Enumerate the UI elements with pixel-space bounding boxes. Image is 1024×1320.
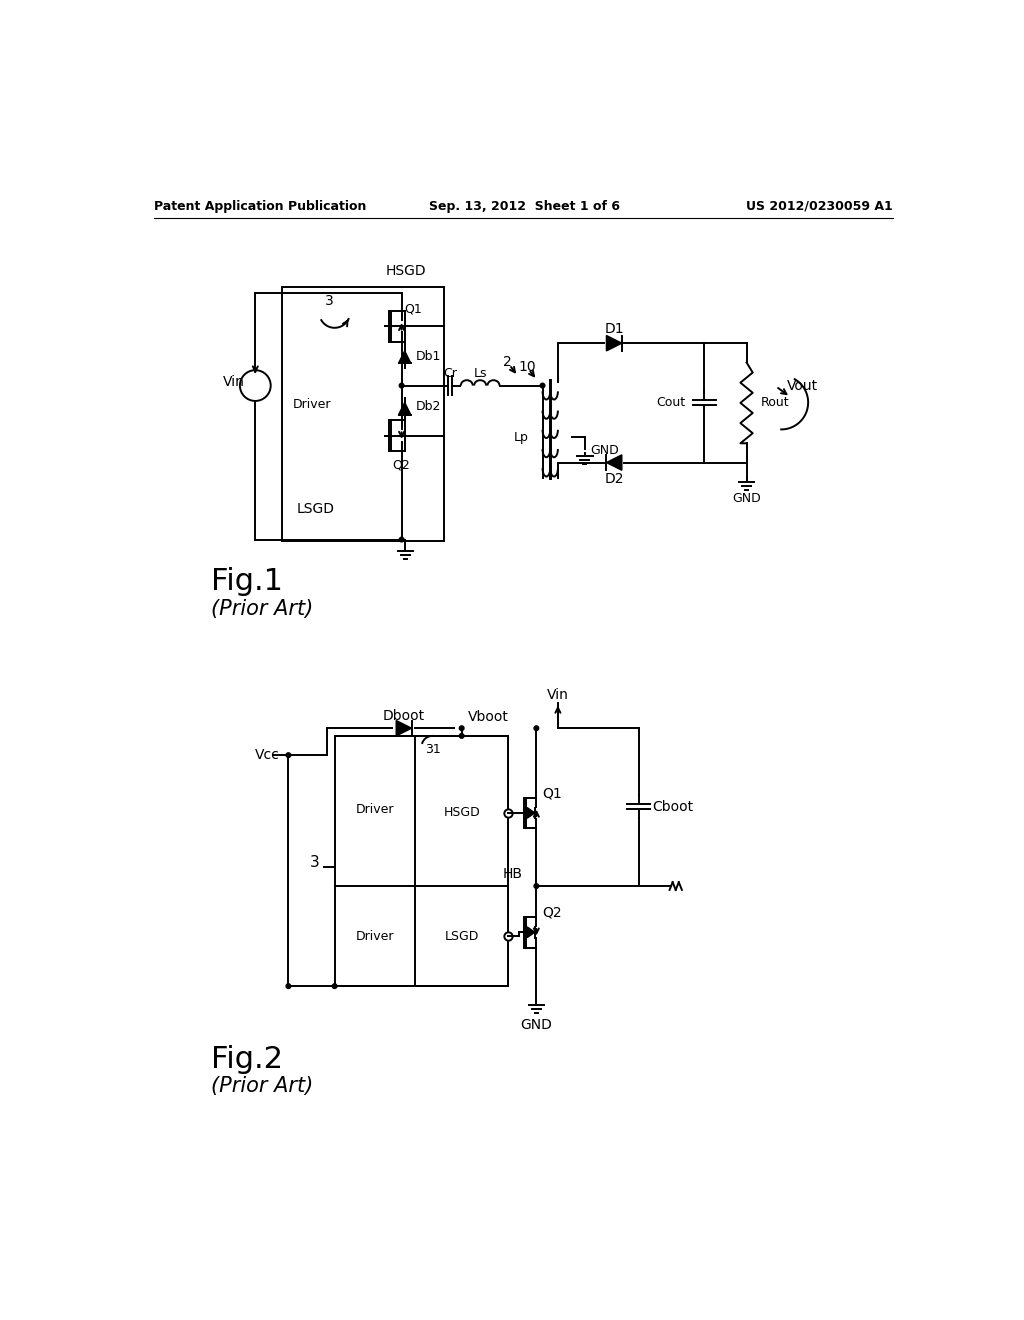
Text: Q2: Q2	[543, 906, 562, 920]
Text: Cr: Cr	[443, 367, 457, 380]
Text: Q2: Q2	[392, 458, 410, 471]
Text: 3: 3	[309, 855, 319, 870]
Bar	[283, 286, 444, 541]
Circle shape	[399, 383, 403, 388]
Circle shape	[535, 884, 539, 888]
Text: 31: 31	[425, 743, 440, 756]
Polygon shape	[398, 351, 411, 363]
Text: Vin: Vin	[222, 375, 245, 388]
Polygon shape	[396, 721, 412, 737]
Text: GND: GND	[590, 445, 618, 458]
Text: Cboot: Cboot	[652, 800, 693, 813]
Text: Lp: Lp	[514, 430, 528, 444]
Circle shape	[541, 383, 545, 388]
Text: Sep. 13, 2012  Sheet 1 of 6: Sep. 13, 2012 Sheet 1 of 6	[429, 199, 621, 213]
Text: Db1: Db1	[416, 350, 441, 363]
Circle shape	[286, 983, 291, 989]
Text: US 2012/0230059 A1: US 2012/0230059 A1	[746, 199, 893, 213]
Text: Driver: Driver	[292, 399, 331, 412]
Text: HB: HB	[503, 867, 522, 882]
Circle shape	[460, 734, 464, 738]
Circle shape	[460, 726, 464, 730]
Text: Ls: Ls	[473, 367, 486, 380]
Text: LSGD: LSGD	[296, 502, 335, 516]
Bar	[335, 737, 508, 986]
Text: Driver: Driver	[355, 803, 394, 816]
Text: Vout: Vout	[787, 379, 818, 392]
Circle shape	[286, 752, 291, 758]
Text: Patent Application Publication: Patent Application Publication	[154, 199, 366, 213]
Text: 2: 2	[504, 355, 512, 370]
Text: LSGD: LSGD	[444, 929, 479, 942]
Polygon shape	[606, 455, 622, 470]
Text: Fig.2: Fig.2	[211, 1045, 284, 1073]
Text: (Prior Art): (Prior Art)	[211, 599, 313, 619]
Circle shape	[333, 983, 337, 989]
Text: Rout: Rout	[761, 396, 790, 409]
Text: Driver: Driver	[355, 929, 394, 942]
Text: 10: 10	[518, 360, 536, 374]
Text: Cout: Cout	[655, 396, 685, 409]
Text: 3: 3	[325, 294, 334, 308]
Polygon shape	[398, 403, 411, 414]
Text: Vin: Vin	[547, 688, 569, 702]
Text: Fig.1: Fig.1	[211, 568, 284, 597]
Text: Q1: Q1	[543, 787, 562, 801]
Text: GND: GND	[732, 492, 761, 506]
Text: Vcc: Vcc	[254, 748, 280, 762]
Text: GND: GND	[520, 1018, 552, 1032]
Polygon shape	[606, 335, 622, 351]
Polygon shape	[527, 927, 535, 937]
Text: (Prior Art): (Prior Art)	[211, 1076, 313, 1096]
Text: Db2: Db2	[416, 400, 441, 413]
Bar	[416, 737, 508, 986]
Polygon shape	[527, 808, 535, 818]
Text: Dboot: Dboot	[383, 709, 425, 723]
Text: HSGD: HSGD	[385, 264, 426, 277]
Text: D2: D2	[604, 473, 624, 487]
Text: Vboot: Vboot	[468, 710, 509, 723]
Circle shape	[399, 537, 403, 543]
Text: D1: D1	[604, 322, 624, 337]
Text: Q1: Q1	[403, 302, 422, 315]
Circle shape	[535, 726, 539, 730]
Text: HSGD: HSGD	[443, 807, 480, 820]
